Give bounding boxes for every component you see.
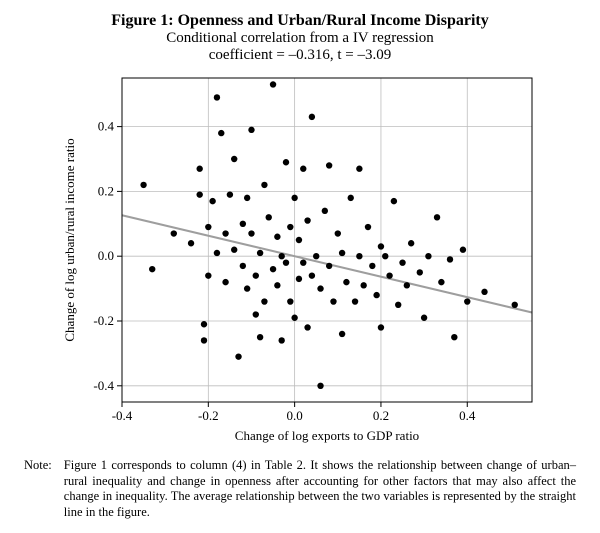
svg-text:0.4: 0.4 — [459, 408, 476, 423]
svg-text:0.2: 0.2 — [373, 408, 389, 423]
scatter-chart: -0.4 -0.2 0.0 0.2 0.4 -0.4 -0.2 0.0 0.2 0.4 Change… — [50, 70, 550, 450]
figure-header: Figure 1: Openness and Urban/Rural Incom… — [24, 12, 576, 64]
figure-subtitle-1: Conditional correlation from a IV regres… — [24, 30, 576, 47]
svg-text:Change of log exports to GDP r: Change of log exports to GDP ratio — [235, 428, 419, 443]
svg-text:-0.2: -0.2 — [198, 408, 219, 423]
svg-text:-0.2: -0.2 — [93, 313, 114, 328]
svg-text:-0.4: -0.4 — [93, 378, 114, 393]
svg-text:-0.4: -0.4 — [112, 408, 133, 423]
svg-text:Change of log urban/rural inco: Change of log urban/rural income ratio — [62, 138, 77, 341]
note-text: Figure 1 corresponds to column (4) in Ta… — [64, 458, 576, 521]
svg-text:0.4: 0.4 — [98, 119, 115, 134]
svg-text:0.0: 0.0 — [98, 248, 114, 263]
svg-text:0.0: 0.0 — [287, 408, 303, 423]
figure-note: Note: Figure 1 corresponds to column (4)… — [24, 458, 576, 521]
figure-subtitle-2: coefficient = –0.316, t = –3.09 — [24, 47, 576, 64]
svg-text:0.2: 0.2 — [98, 183, 114, 198]
note-label: Note: — [24, 458, 64, 521]
figure-title: Figure 1: Openness and Urban/Rural Incom… — [24, 12, 576, 30]
